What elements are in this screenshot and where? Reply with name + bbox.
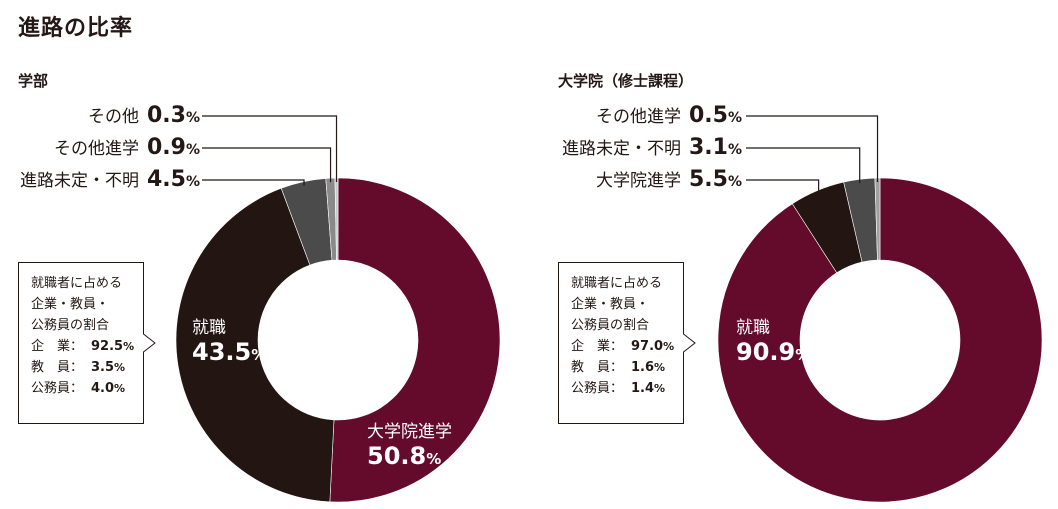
callout-value: 5.5: [688, 167, 728, 192]
callout-undecided: 進路未定・不明 4.5 %: [20, 166, 200, 196]
graduate-panel: 大学院（修士課程） その他進学 0.5 % 進路未定・不明 3.1 % 大学院進…: [540, 0, 1058, 509]
callout-label: その他: [87, 107, 139, 127]
graduate-donut-chart: [717, 115, 1043, 503]
callout-value: 3.1: [688, 135, 728, 160]
box-row-company: 企 業： 92.5%: [31, 336, 144, 357]
box-row-civil-servant: 公務員： 4.0%: [31, 378, 144, 399]
callout-unit: %: [727, 174, 742, 190]
panel-title-undergraduate: 学部: [18, 72, 49, 90]
callout-label: 進路未定・不明: [19, 171, 139, 191]
row-label: 企 業：: [31, 339, 84, 354]
segment-value: 50.8: [367, 442, 427, 471]
callout-other-grad: その他進学 0.5 %: [596, 102, 742, 132]
callout-unit: %: [185, 142, 200, 158]
callout-value: 0.3: [146, 103, 186, 128]
callout-unit: %: [185, 174, 200, 190]
box-heading-line: 就職者に占める: [31, 276, 123, 291]
row-unit: %: [114, 382, 126, 395]
row-unit: %: [114, 361, 126, 374]
employment-breakdown-box: 就職者に占める 企業・教員・ 公務員の割合 企 業： 92.5% 教 員： 3.5%…: [18, 262, 156, 424]
callout-label: 大学院進学: [595, 171, 681, 191]
box-row-civil-servant: 公務員： 1.4%: [571, 378, 684, 399]
callout-undecided: 進路未定・不明 3.1 %: [562, 134, 742, 164]
info-box-border: [18, 262, 156, 424]
row-value: 3.5: [91, 360, 115, 375]
donut-segment-0: [717, 177, 1043, 503]
segment-name: 就職: [192, 318, 226, 338]
box-heading-line: 企業・教員・: [571, 297, 650, 312]
callout-leader-line-1: [202, 147, 332, 183]
segment-name: 就職: [736, 318, 770, 338]
info-box-border: [558, 262, 696, 424]
row-unit: %: [654, 382, 666, 395]
row-value: 1.4: [631, 381, 655, 396]
callout-other: その他 0.3 %: [88, 102, 200, 132]
row-value: 1.6: [631, 360, 655, 375]
callout-other-grad: その他進学 0.9 %: [54, 134, 200, 164]
segment-label-job: 就職 43.5%: [192, 318, 266, 367]
row-label: 教 員：: [31, 360, 84, 375]
panel-title-graduate: 大学院（修士課程）: [558, 72, 694, 90]
callout-unit: %: [727, 142, 742, 158]
row-value: 97.0: [631, 339, 664, 354]
row-value: 92.5: [91, 339, 124, 354]
box-heading-line: 公務員の割合: [31, 318, 110, 333]
row-unit: %: [123, 340, 135, 353]
callout-leader-line-0: [746, 115, 879, 183]
box-heading-line: 就職者に占める: [571, 276, 663, 291]
callout-label: 進路未定・不明: [561, 139, 681, 159]
row-unit: %: [654, 361, 666, 374]
callout-unit: %: [185, 110, 200, 126]
callout-value: 4.5: [146, 167, 186, 192]
row-label: 企 業：: [571, 339, 624, 354]
callout-leader-line-1: [746, 147, 861, 184]
segment-unit: %: [795, 346, 811, 365]
box-row-teacher: 教 員： 3.5%: [31, 357, 144, 378]
callout-label: その他進学: [53, 139, 139, 159]
donut-segment-1: [175, 187, 335, 503]
callout-leader-line-2: [746, 179, 820, 195]
box-row-teacher: 教 員： 1.6%: [571, 357, 684, 378]
donut-segment-3: [874, 177, 881, 261]
callout-unit: %: [727, 110, 742, 126]
box-row-company: 企 業： 97.0%: [571, 336, 684, 357]
row-label: 公務員：: [31, 381, 84, 396]
callout-leader-line-0: [202, 115, 338, 183]
callout-leader-line-2: [202, 179, 305, 186]
row-label: 公務員：: [571, 381, 624, 396]
segment-unit: %: [251, 346, 267, 365]
callout-value: 0.5: [688, 103, 728, 128]
row-label: 教 員：: [571, 360, 624, 375]
box-heading-line: 公務員の割合: [571, 318, 650, 333]
callout-grad: 大学院進学 5.5 %: [596, 166, 742, 196]
segment-value: 90.9: [736, 338, 796, 367]
row-unit: %: [663, 340, 675, 353]
callout-value: 0.9: [146, 135, 186, 160]
segment-label-grad: 大学院進学 50.8%: [367, 422, 452, 471]
undergraduate-donut-chart: [175, 115, 501, 503]
donut-segment-0: [329, 177, 501, 503]
callout-label: その他進学: [595, 107, 681, 127]
row-value: 4.0: [91, 381, 115, 396]
box-heading-line: 企業・教員・: [31, 297, 110, 312]
segment-name: 大学院進学: [367, 422, 452, 442]
segment-unit: %: [426, 450, 442, 469]
segment-label-job: 就職 90.9%: [736, 318, 810, 367]
page-title: 進路の比率: [18, 16, 134, 41]
segment-value: 43.5: [192, 338, 252, 367]
employment-breakdown-box: 就職者に占める 企業・教員・ 公務員の割合 企 業： 97.0% 教 員： 1.6%…: [558, 262, 696, 424]
